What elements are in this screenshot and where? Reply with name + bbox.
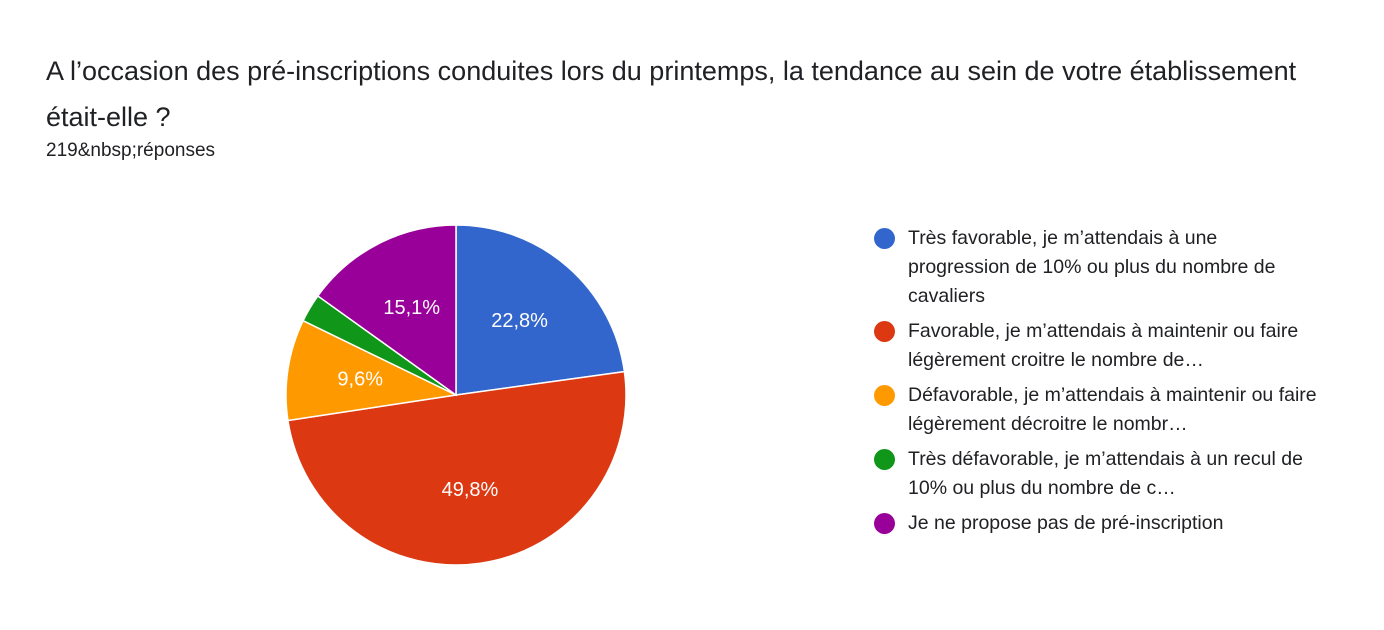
legend-label: Je ne propose pas de pré-inscription: [908, 512, 1224, 534]
pie-slices: [285, 224, 627, 566]
question-title: A l’occasion des pré-inscriptions condui…: [46, 56, 1297, 132]
legend-label: Défavorable, je m’attendais à maintenir …: [908, 384, 1317, 435]
legend-swatch: [874, 321, 895, 342]
pie-label-favorable: 49,8%: [442, 479, 499, 501]
pie-slice-defavorable[interactable]: [285, 319, 459, 422]
response-count: 219&nbsp;réponses: [46, 140, 216, 161]
legend-swatch: [874, 385, 895, 406]
legend-swatch: [874, 513, 895, 534]
pie-label-defavorable: 9,6%: [337, 369, 383, 391]
legend-item-defavorable[interactable]: Défavorable, je m’attendais à maintenir …: [874, 381, 1324, 439]
legend-swatch: [874, 449, 895, 470]
legend-label: Très défavorable, je m’attendais à un re…: [908, 448, 1303, 499]
legend-item-pas-de-preinscription[interactable]: Je ne propose pas de pré-inscription: [874, 509, 1324, 538]
legend-swatch: [874, 228, 895, 249]
chart-legend: Très favorable, je m’attendais à une pro…: [874, 224, 1324, 544]
pie-label-pas-de-preinscription: 15,1%: [383, 297, 440, 319]
pie-slice-tres-favorable[interactable]: [455, 224, 626, 396]
pie-label-tres-favorable: 22,8%: [491, 310, 548, 332]
legend-item-favorable[interactable]: Favorable, je m’attendais à maintenir ou…: [874, 317, 1324, 375]
legend-label: Très favorable, je m’attendais à une pro…: [908, 227, 1276, 307]
pie-slice-pas-de-preinscription[interactable]: [316, 224, 457, 397]
legend-label: Favorable, je m’attendais à maintenir ou…: [908, 320, 1299, 371]
pie-slice-favorable[interactable]: [287, 370, 627, 566]
legend-item-tres-favorable[interactable]: Très favorable, je m’attendais à une pro…: [874, 224, 1324, 311]
legend-item-tres-defavorable[interactable]: Très défavorable, je m’attendais à un re…: [874, 445, 1324, 503]
pie-labels: 22,8% 49,8% 9,6% 15,1%: [337, 297, 548, 501]
pie-chart: 22,8% 49,8% 9,6% 15,1%: [285, 224, 627, 566]
